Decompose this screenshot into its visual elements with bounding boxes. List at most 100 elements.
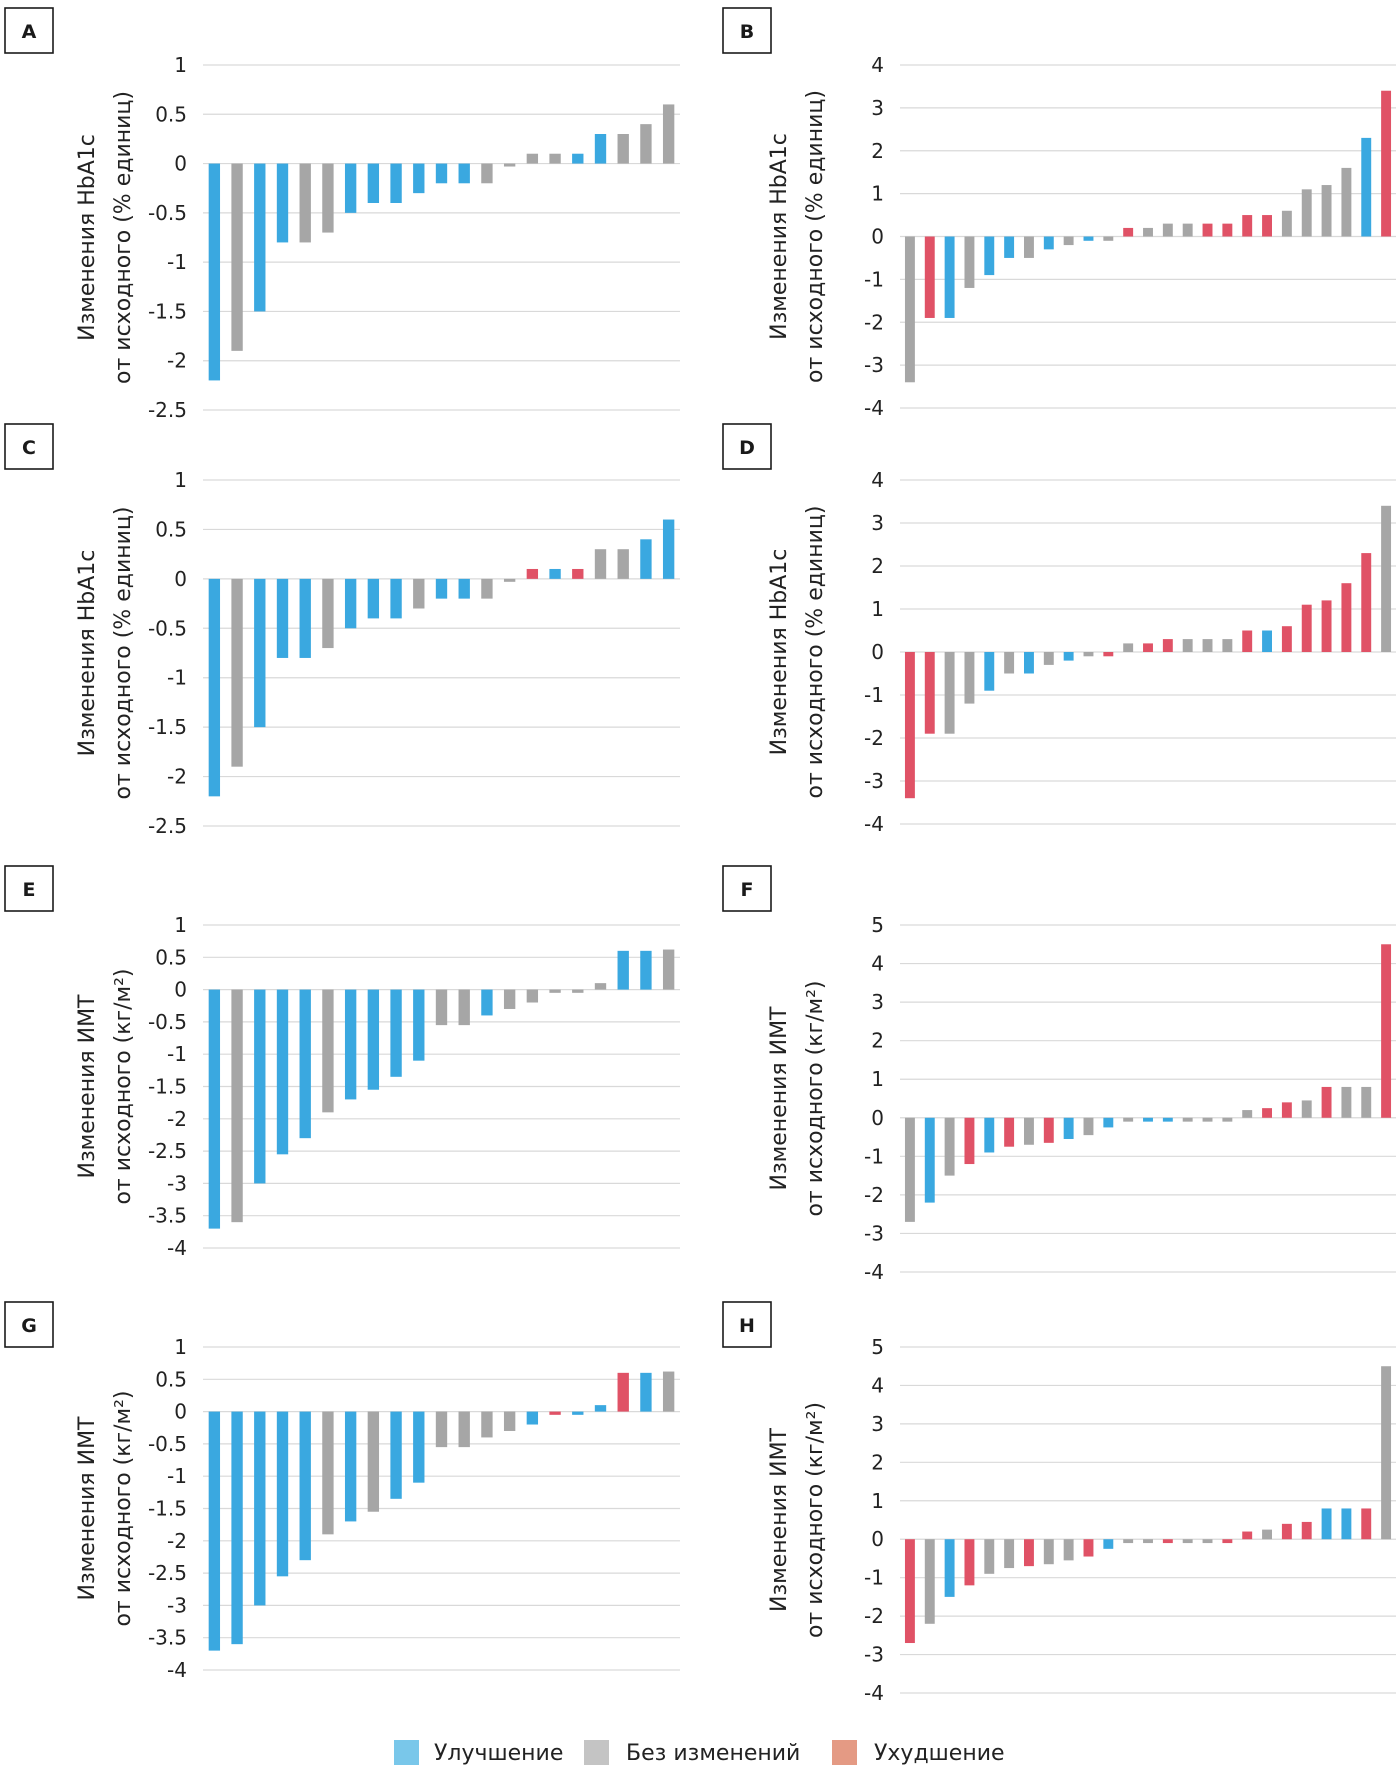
bar-f-5: [984, 1117, 995, 1153]
bar-b-13: [1143, 227, 1153, 237]
panel-letter-b: B: [740, 21, 754, 43]
bar-e-16: [549, 989, 561, 993]
y-tick-label-e: -2: [167, 1107, 187, 1131]
y-tick-label-h: 0: [871, 1527, 884, 1551]
bar-h-20: [1281, 1523, 1292, 1540]
bar-d-18: [1242, 630, 1253, 652]
panel-label-box-g: [4, 1301, 54, 1348]
y-axis-label-b-line1: Изменения HbA1c: [767, 133, 792, 340]
y-axis-label-h-line1: Изменения ИМТ: [767, 1427, 792, 1612]
bar-g-20: [640, 1372, 652, 1412]
bar-h-23: [1341, 1508, 1352, 1540]
bar-d-16: [1202, 639, 1213, 652]
bar-g-13: [481, 1411, 493, 1438]
y-axis-label-e-line1: Изменения ИМТ: [75, 994, 100, 1179]
bar-f-16: [1202, 1117, 1213, 1122]
bar-d-10: [1083, 652, 1094, 657]
bar-g-2: [231, 1411, 243, 1645]
y-axis-label-g-line2: от исходного (кг/м²): [111, 1390, 136, 1626]
bar-c-3: [254, 578, 266, 728]
bar-h-13: [1143, 1539, 1153, 1544]
y-tick-label-c: -2.5: [148, 814, 187, 838]
y-tick-label-h: 5: [871, 1335, 884, 1359]
bar-e-11: [435, 989, 448, 1026]
y-tick-label-c: -1.5: [148, 715, 187, 739]
y-tick-label-g: -2.5: [148, 1561, 187, 1585]
y-tick-label-h: 3: [871, 1412, 884, 1436]
bar-f-23: [1341, 1086, 1352, 1118]
bar-d-6: [1004, 652, 1015, 674]
chart-panel-b: B Изменения HbA1c от исходного (% единиц) 4…: [722, 7, 1396, 420]
y-tick-label-e: 0.5: [155, 945, 187, 969]
bar-h-15: [1182, 1539, 1193, 1544]
bar-a-5: [299, 163, 311, 243]
bar-e-1: [208, 989, 221, 1229]
y-tick-label-c: 0: [174, 567, 187, 591]
bar-h-14: [1162, 1539, 1173, 1544]
bar-d-21: [1301, 604, 1312, 652]
bar-f-8: [1043, 1117, 1054, 1143]
bar-h-8: [1043, 1539, 1054, 1565]
bar-c-15: [526, 568, 539, 579]
bar-g-21: [662, 1371, 675, 1412]
y-tick-label-b: 1: [871, 182, 884, 206]
y-axis-label-h-line2: от исходного (кг/м²): [803, 1402, 828, 1638]
y-tick-label-d: 4: [871, 468, 884, 492]
bar-a-1: [208, 163, 221, 381]
bar-a-8: [367, 163, 380, 203]
bar-e-12: [458, 989, 470, 1026]
chart-panel-a: A Изменения HbA1c от исходного (% единиц) 1…: [4, 7, 680, 422]
y-tick-label-a: -2.5: [148, 398, 187, 422]
chart-panel-d: D Изменения HbA1c от исходного (% единиц) 4…: [722, 423, 1396, 836]
panel-letter-e: E: [23, 879, 36, 901]
y-tick-label-b: 4: [871, 53, 884, 77]
bar-b-5: [984, 236, 995, 276]
y-tick-label-f: 2: [871, 1029, 884, 1053]
bar-h-4: [964, 1539, 975, 1586]
bar-a-2: [231, 163, 243, 351]
bar-h-22: [1321, 1508, 1332, 1540]
bar-b-21: [1301, 189, 1312, 237]
bar-h-6: [1004, 1539, 1015, 1569]
y-tick-label-h: -2: [864, 1604, 884, 1628]
y-tick-label-c: 1: [174, 468, 187, 492]
bar-b-24: [1361, 137, 1372, 237]
bar-b-11: [1103, 236, 1114, 241]
bar-c-13: [481, 578, 493, 599]
panel-label-box-e: [4, 865, 54, 912]
bar-d-24: [1361, 553, 1372, 652]
bar-g-7: [344, 1411, 357, 1522]
bar-f-25: [1381, 944, 1392, 1118]
bar-b-12: [1123, 227, 1134, 237]
legend-label-2: Без изменений: [626, 1741, 800, 1766]
y-tick-label-b: -4: [864, 396, 884, 420]
bar-b-15: [1182, 223, 1193, 237]
bar-f-24: [1361, 1086, 1372, 1118]
bar-d-8: [1043, 652, 1054, 665]
bar-d-17: [1222, 639, 1233, 652]
bar-a-11: [435, 163, 448, 184]
y-axis-label-g-line1: Изменения ИМТ: [75, 1416, 100, 1601]
bar-e-6: [322, 989, 334, 1113]
y-tick-label-f: 0: [871, 1106, 884, 1130]
bar-c-14: [503, 578, 516, 582]
y-tick-label-g: -1: [167, 1464, 187, 1488]
y-axis-label-e-line2: от исходного (кг/м²): [111, 968, 136, 1204]
y-axis-label-b-line2: от исходного (% единиц): [803, 90, 828, 383]
y-tick-label-h: -1: [864, 1566, 884, 1590]
bar-f-14: [1162, 1117, 1173, 1122]
bar-d-15: [1182, 639, 1193, 652]
bar-e-5: [299, 989, 311, 1139]
bar-c-11: [435, 578, 448, 599]
y-tick-label-c: 0.5: [155, 517, 187, 541]
bar-h-1: [904, 1539, 915, 1644]
bar-b-22: [1321, 185, 1332, 237]
bar-d-25: [1381, 505, 1392, 652]
bar-a-21: [662, 104, 675, 164]
y-tick-label-f: -3: [864, 1221, 884, 1245]
bar-h-12: [1123, 1539, 1134, 1544]
bar-f-17: [1222, 1117, 1233, 1122]
bar-e-8: [367, 989, 380, 1090]
bar-h-24: [1361, 1508, 1372, 1540]
